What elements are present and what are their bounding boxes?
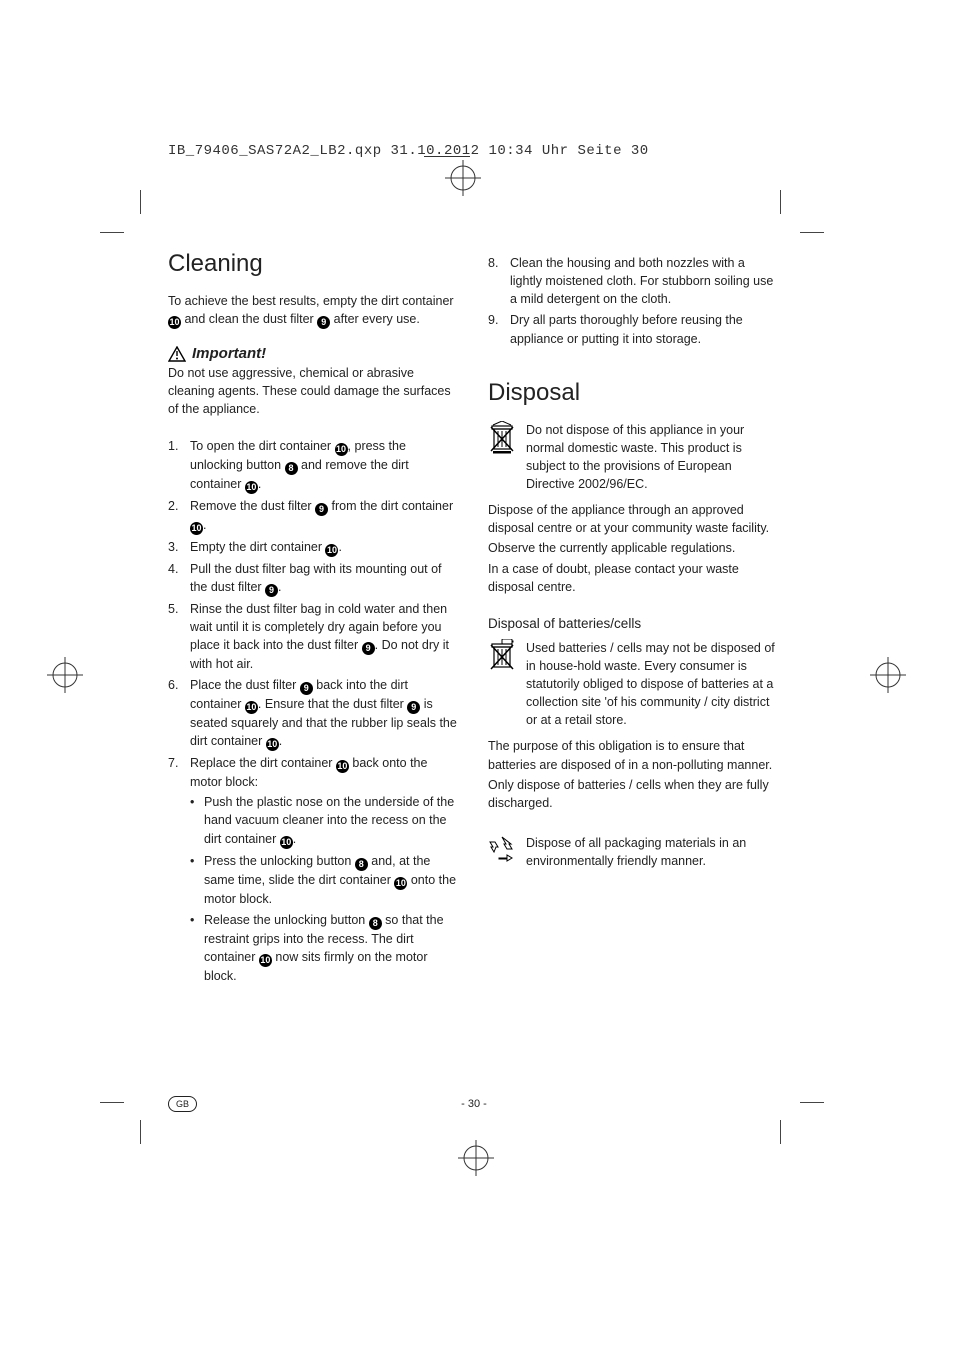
battery-block: Used batteries / cells may not be dispos…	[488, 639, 780, 730]
bullet-2: Press the unlocking button 8 and, at the…	[190, 852, 460, 908]
registration-mark-bottom-icon	[458, 1140, 494, 1176]
ref-10-icon: 10	[336, 760, 349, 773]
prepress-header: IB_79406_SAS72A2_LB2.qxp 31.10.2012 10:3…	[168, 143, 649, 159]
page-number: - 30 -	[461, 1098, 487, 1110]
text: .	[278, 580, 281, 594]
important-row: Important!	[168, 345, 460, 362]
text: . Ensure that the dust filter	[258, 697, 407, 711]
text: Release the unlocking button	[204, 913, 369, 927]
text: .	[293, 832, 296, 846]
footer: GB - 30 -	[168, 1094, 780, 1114]
text: Empty the dirt container	[190, 540, 325, 554]
crop-mark	[800, 1102, 824, 1103]
registration-mark-left-icon	[47, 657, 83, 693]
crop-mark	[140, 1120, 141, 1144]
ref-10-icon: 10	[190, 522, 203, 535]
disposal-p4: The purpose of this obligation is to ens…	[488, 737, 780, 773]
step-8: Clean the housing and both nozzles with …	[488, 254, 780, 308]
ref-10-icon: 10	[168, 316, 181, 329]
ref-10-icon: 10	[394, 877, 407, 890]
ref-10-icon: 10	[259, 954, 272, 967]
ref-10-icon: 10	[325, 544, 338, 557]
bullet-3: Release the unlocking button 8 so that t…	[190, 911, 460, 985]
text: from the dirt container	[328, 499, 453, 513]
header-rule	[424, 156, 470, 157]
disposal-heading: Disposal	[488, 379, 780, 407]
text: and clean the dust filter	[181, 312, 317, 326]
batteries-subheading: Disposal of batteries/cells	[488, 616, 780, 631]
step-1: To open the dirt container 10, press the…	[168, 437, 460, 494]
crop-mark	[100, 1102, 124, 1103]
right-column: Clean the housing and both nozzles with …	[488, 250, 780, 1100]
sub-bullets: Push the plastic nose on the underside o…	[190, 793, 460, 985]
ref-9-icon: 9	[407, 701, 420, 714]
ref-8-icon: 8	[285, 462, 298, 475]
ref-9-icon: 9	[315, 503, 328, 516]
battery-text: Used batteries / cells may not be dispos…	[526, 639, 780, 730]
crop-mark	[100, 232, 124, 233]
ref-9-icon: 9	[265, 584, 278, 597]
warning-icon	[168, 346, 186, 362]
ref-9-icon: 9	[362, 642, 375, 655]
page: IB_79406_SAS72A2_LB2.qxp 31.10.2012 10:3…	[0, 0, 954, 1351]
text: after every use.	[330, 312, 420, 326]
content-area: Cleaning To achieve the best results, em…	[168, 250, 780, 1100]
ref-8-icon: 8	[355, 858, 368, 871]
weee-text: Do not dispose of this appliance in your…	[526, 421, 780, 494]
steps-list-right: Clean the housing and both nozzles with …	[488, 254, 780, 351]
disposal-p3: In a case of doubt, please contact your …	[488, 560, 780, 596]
text: Pull the dust filter bag with its mounti…	[190, 562, 442, 594]
step-5: Rinse the dust filter bag in cold water …	[168, 600, 460, 673]
crop-mark	[140, 190, 141, 214]
step-9: Dry all parts thoroughly before reusing …	[488, 311, 780, 347]
crossed-bin-icon	[488, 421, 516, 494]
text: .	[338, 540, 341, 554]
crop-mark	[780, 190, 781, 214]
text: Push the plastic nose on the underside o…	[204, 795, 454, 845]
weee-block: Do not dispose of this appliance in your…	[488, 421, 780, 494]
crossed-battery-bin-icon	[488, 639, 516, 730]
step-4: Pull the dust filter bag with its mounti…	[168, 560, 460, 597]
ref-10-icon: 10	[245, 481, 258, 494]
text: .	[203, 518, 206, 532]
ref-10-icon: 10	[245, 701, 258, 714]
recycle-icon	[488, 834, 516, 870]
text: Remove the dust filter	[190, 499, 315, 513]
bullet-1: Push the plastic nose on the underside o…	[190, 793, 460, 848]
crop-mark	[780, 1120, 781, 1144]
ref-8-icon: 8	[369, 917, 382, 930]
text: Press the unlocking button	[204, 854, 355, 868]
packaging-text: Dispose of all packaging materials in an…	[526, 834, 780, 870]
registration-mark-right-icon	[870, 657, 906, 693]
ref-10-icon: 10	[280, 836, 293, 849]
cleaning-heading: Cleaning	[168, 250, 460, 278]
packaging-block: Dispose of all packaging materials in an…	[488, 834, 780, 870]
disposal-p1: Dispose of the appliance through an appr…	[488, 501, 780, 537]
registration-mark-top-icon	[445, 160, 481, 196]
disposal-p2: Observe the currently applicable regulat…	[488, 539, 780, 557]
text: .	[279, 734, 282, 748]
important-label: Important!	[192, 345, 266, 362]
important-paragraph: Do not use aggressive, chemical or abras…	[168, 364, 460, 418]
ref-9-icon: 9	[317, 316, 330, 329]
ref-10-icon: 10	[335, 443, 348, 456]
text: Replace the dirt container	[190, 756, 336, 770]
text: Place the dust filter	[190, 678, 300, 692]
disposal-p5: Only dispose of batteries / cells when t…	[488, 776, 780, 812]
step-3: Empty the dirt container 10.	[168, 538, 460, 557]
text: .	[258, 477, 261, 491]
step-2: Remove the dust filter 9 from the dirt c…	[168, 497, 460, 535]
ref-9-icon: 9	[300, 682, 313, 695]
step-6: Place the dust filter 9 back into the di…	[168, 676, 460, 751]
ref-10-icon: 10	[266, 738, 279, 751]
step-7: Replace the dirt container 10 back onto …	[168, 754, 460, 985]
text: To open the dirt container	[190, 439, 335, 453]
gb-badge: GB	[168, 1096, 197, 1112]
crop-mark	[800, 232, 824, 233]
steps-list: To open the dirt container 10, press the…	[168, 437, 460, 988]
text: To achieve the best results, empty the d…	[168, 294, 454, 308]
left-column: Cleaning To achieve the best results, em…	[168, 250, 460, 1100]
intro-paragraph: To achieve the best results, empty the d…	[168, 292, 460, 329]
